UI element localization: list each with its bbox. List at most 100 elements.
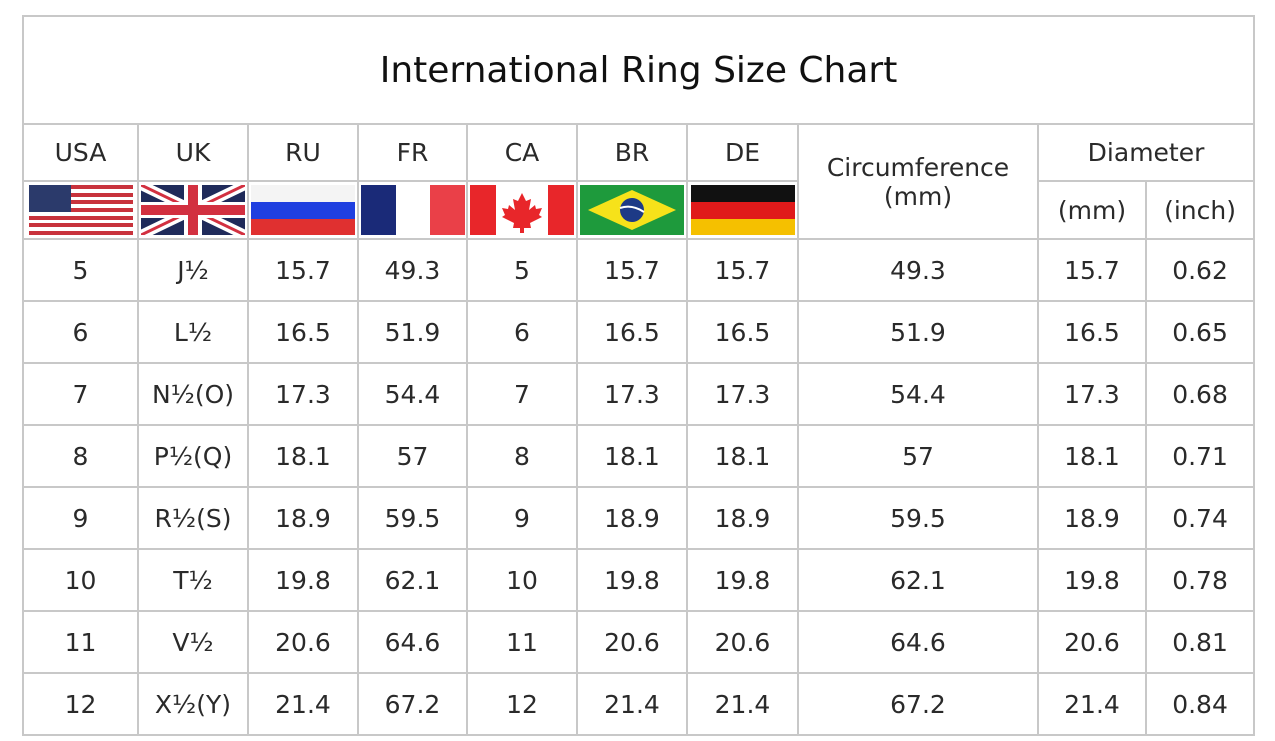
cell-uk: T½ (137, 548, 249, 612)
cell-diameter-inch: 0.62 (1144, 238, 1256, 302)
header-usa: USA (22, 123, 139, 182)
circumference-unit: (mm) (883, 181, 953, 211)
cell-diameter-mm: 15.7 (1037, 238, 1147, 302)
cell-fr: 67.2 (357, 672, 468, 736)
cell-ru: 17.3 (247, 362, 359, 426)
cell-uk: R½(S) (137, 486, 249, 550)
cell-de: 15.7 (686, 238, 799, 302)
cell-circumference-mm: 67.2 (797, 672, 1039, 736)
cell-br: 17.3 (576, 362, 688, 426)
cell-ru: 15.7 (247, 238, 359, 302)
header-ca: CA (466, 123, 578, 182)
cell-circumference-mm: 54.4 (797, 362, 1039, 426)
russia-flag-icon (251, 185, 355, 235)
cell-usa: 10 (22, 548, 139, 612)
cell-br: 18.1 (576, 424, 688, 488)
cell-usa: 12 (22, 672, 139, 736)
cell-uk: P½(Q) (137, 424, 249, 488)
chart-title: International Ring Size Chart (21, 15, 1256, 125)
cell-br: 15.7 (576, 238, 688, 302)
cell-uk: J½ (137, 238, 249, 302)
cell-circumference-mm: 51.9 (797, 300, 1039, 364)
cell-de: 20.6 (686, 610, 799, 674)
cell-circumference-mm: 57 (797, 424, 1039, 488)
cell-diameter-inch: 0.65 (1144, 300, 1256, 364)
cell-br: 20.6 (576, 610, 688, 674)
cell-diameter-inch: 0.81 (1144, 610, 1256, 674)
cell-ca: 10 (466, 548, 578, 612)
cell-circumference-mm: 64.6 (797, 610, 1039, 674)
header-ru: RU (247, 123, 359, 182)
cell-usa: 11 (22, 610, 139, 674)
header-diameter: Diameter (1036, 123, 1256, 182)
cell-usa: 8 (22, 424, 139, 488)
table-row: 12 X½(Y) 21.4 67.2 12 21.4 21.4 67.2 21.4 0.84 (22, 672, 1256, 736)
table-row: 8 P½(Q) 18.1 57 8 18.1 18.1 57 18.1 0.71 (22, 424, 1256, 488)
header-fr: FR (357, 123, 468, 182)
cell-diameter-mm: 18.9 (1037, 486, 1147, 550)
cell-ru: 18.9 (247, 486, 359, 550)
cell-ca: 8 (466, 424, 578, 488)
cell-de: 19.8 (686, 548, 799, 612)
cell-diameter-inch: 0.78 (1144, 548, 1256, 612)
cell-fr: 59.5 (357, 486, 468, 550)
cell-diameter-mm: 20.6 (1037, 610, 1147, 674)
cell-fr: 57 (357, 424, 468, 488)
header-br: BR (576, 123, 688, 182)
table-row: 9 R½(S) 18.9 59.5 9 18.9 18.9 59.5 18.9 0.74 (22, 486, 1256, 550)
cell-diameter-mm: 19.8 (1037, 548, 1147, 612)
cell-fr: 51.9 (357, 300, 468, 364)
cell-fr: 64.6 (357, 610, 468, 674)
brazil-flag-icon (580, 185, 684, 235)
cell-fr: 49.3 (357, 238, 468, 302)
cell-usa: 6 (22, 300, 139, 364)
ring-size-table: International Ring Size Chart USA UK RU … (21, 15, 1256, 736)
cell-de: 21.4 (686, 672, 799, 736)
header-diameter-mm: (mm) (1037, 180, 1147, 240)
header-de: DE (686, 123, 799, 182)
cell-circumference-mm: 62.1 (797, 548, 1039, 612)
cell-uk: X½(Y) (137, 672, 249, 736)
header-diameter-inch: (inch) (1144, 180, 1256, 240)
cell-uk: N½(O) (137, 362, 249, 426)
cell-diameter-mm: 16.5 (1037, 300, 1147, 364)
cell-diameter-inch: 0.71 (1144, 424, 1256, 488)
cell-de: 16.5 (686, 300, 799, 364)
cell-de: 17.3 (686, 362, 799, 426)
cell-ca: 11 (466, 610, 578, 674)
cell-uk: L½ (137, 300, 249, 364)
table-row: 6 L½ 16.5 51.9 6 16.5 16.5 51.9 16.5 0.65 (22, 300, 1256, 364)
cell-ca: 5 (466, 238, 578, 302)
cell-diameter-mm: 17.3 (1037, 362, 1147, 426)
cell-circumference-mm: 59.5 (797, 486, 1039, 550)
table-row: 11 V½ 20.6 64.6 11 20.6 20.6 64.6 20.6 0.81 (22, 610, 1256, 674)
cell-ru: 18.1 (247, 424, 359, 488)
table-row: 10 T½ 19.8 62.1 10 19.8 19.8 62.1 19.8 0.78 (22, 548, 1256, 612)
cell-usa: 9 (22, 486, 139, 550)
table-row: 5 J½ 15.7 49.3 5 15.7 15.7 49.3 15.7 0.62 (22, 238, 1256, 302)
cell-de: 18.1 (686, 424, 799, 488)
cell-ca: 9 (466, 486, 578, 550)
cell-ru: 21.4 (247, 672, 359, 736)
cell-ca: 6 (466, 300, 578, 364)
france-flag-icon (360, 185, 465, 235)
table-row: 7 N½(O) 17.3 54.4 7 17.3 17.3 54.4 17.3 0.68 (22, 362, 1256, 426)
cell-diameter-inch: 0.68 (1144, 362, 1256, 426)
header-uk: UK (137, 123, 249, 182)
uk-flag-icon (141, 185, 245, 235)
cell-diameter-mm: 18.1 (1037, 424, 1147, 488)
cell-fr: 62.1 (357, 548, 468, 612)
cell-diameter-mm: 21.4 (1037, 672, 1147, 736)
canada-flag-icon (470, 185, 574, 235)
cell-de: 18.9 (686, 486, 799, 550)
cell-br: 16.5 (576, 300, 688, 364)
cell-diameter-inch: 0.74 (1144, 486, 1256, 550)
cell-usa: 7 (22, 362, 139, 426)
circumference-label: Circumference (826, 152, 1010, 182)
cell-ca: 12 (466, 672, 578, 736)
cell-br: 21.4 (576, 672, 688, 736)
header-circumference: Circumference (mm) (797, 123, 1039, 240)
cell-usa: 5 (22, 238, 139, 302)
cell-ru: 19.8 (247, 548, 359, 612)
cell-br: 18.9 (576, 486, 688, 550)
